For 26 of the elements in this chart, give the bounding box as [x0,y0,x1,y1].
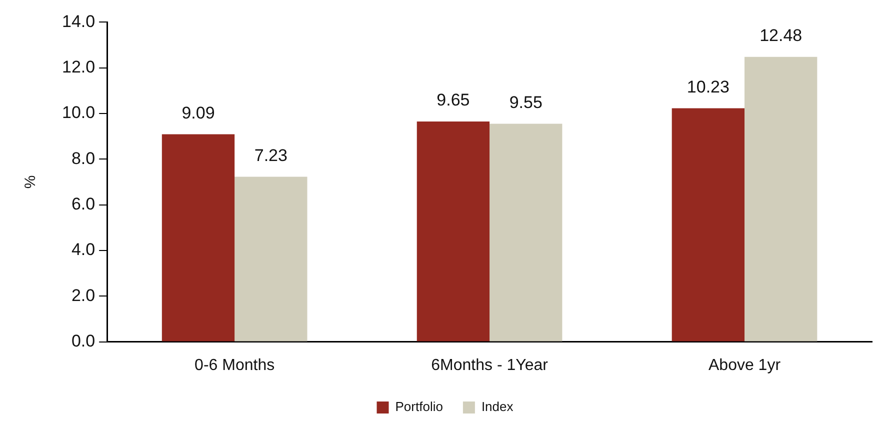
y-tick-label: 14.0 [62,12,96,31]
legend-label: Portfolio [395,399,443,414]
data-label: 12.48 [760,26,802,46]
y-tick-label: 10.0 [62,103,96,122]
bar [234,176,308,342]
data-label: 7.23 [254,146,288,165]
bar [672,108,745,342]
bar [744,56,818,342]
x-tick-label: 6Months - 1Year [431,356,549,374]
y-tick-label: 4.0 [71,240,96,260]
data-label: 9.55 [509,92,542,112]
data-label: 9.09 [182,103,215,122]
bar [416,122,490,342]
legend-label: Index [481,399,514,414]
bar [162,134,235,342]
data-label: 9.65 [436,90,470,110]
y-tick-label: 6.0 [71,194,96,214]
x-tick-label: Above 1yr [708,356,782,374]
data-label: 10.23 [686,77,730,96]
bar [490,124,562,342]
x-tick-label: 0-6 Months [194,356,275,374]
y-tick-label: 2.0 [71,286,96,305]
y-axis-title: % [22,175,40,189]
y-tick-label: 12.0 [62,58,96,77]
y-tick-label: 8.0 [71,148,96,168]
y-tick-label: 0.0 [71,331,96,350]
